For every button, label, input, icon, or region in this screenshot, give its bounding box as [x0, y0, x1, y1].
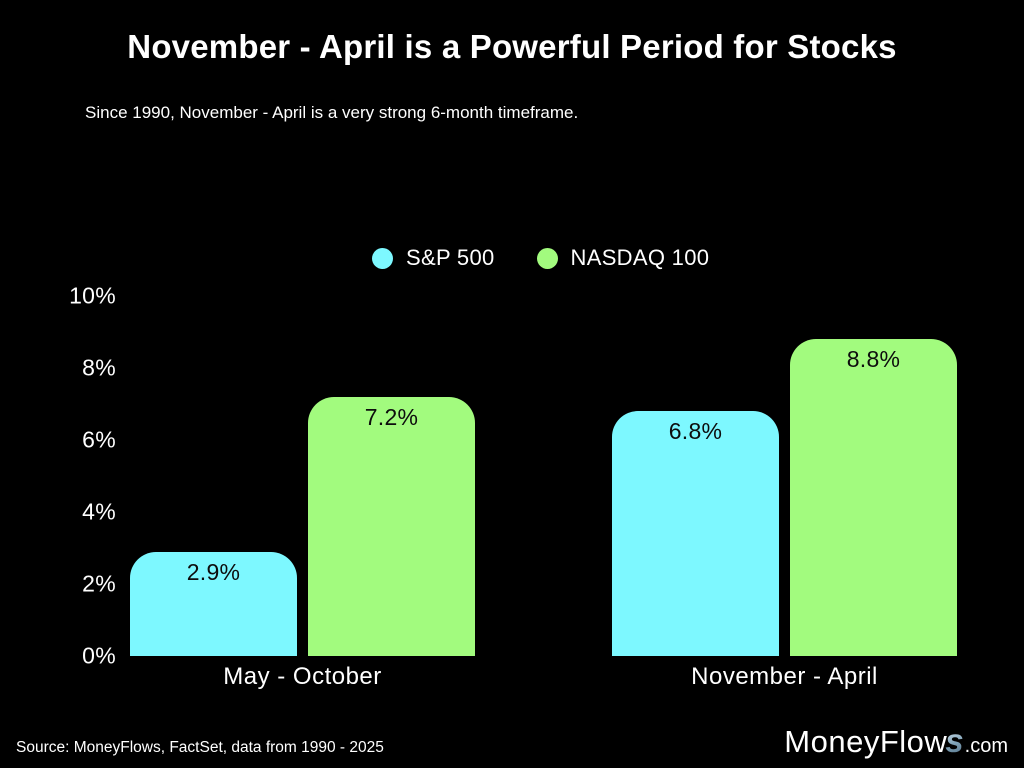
page-title: November - April is a Powerful Period fo…	[127, 28, 897, 65]
legend-item-nasdaq100: NASDAQ 100	[536, 245, 710, 271]
bar-value-label: 2.9%	[186, 558, 241, 585]
sp500-legend-dot-icon	[372, 247, 393, 269]
x-axis-group-label-may-october: May - October	[223, 663, 382, 690]
page-subtitle: Since 1990, November - April is a very s…	[85, 103, 579, 122]
moneyflows-logo: MoneyFlow s .com	[784, 722, 1008, 760]
legend-label: S&P 500	[406, 245, 495, 270]
bar-value-label: 8.8%	[846, 346, 901, 373]
y-axis-tick: 0%	[82, 642, 116, 669]
y-axis-tick: 2%	[82, 570, 116, 597]
bar-value-label: 7.2%	[364, 403, 419, 430]
y-axis-tick: 8%	[82, 354, 116, 381]
bar-s-p-500-may-october: 2.9%	[130, 551, 297, 656]
y-axis-tick: 4%	[82, 498, 116, 525]
nasdaq100-legend-dot-icon	[536, 247, 558, 269]
logo-domain-suffix: .com	[964, 735, 1008, 757]
logo-wordmark: MoneyFlow	[784, 724, 948, 759]
bar-nasdaq-100-november-april: 8.8%	[790, 339, 957, 656]
y-axis-tick: 6%	[82, 426, 116, 453]
source-note: Source: MoneyFlows, FactSet, data from 1…	[16, 739, 384, 756]
bar-nasdaq-100-may-october: 7.2%	[308, 396, 475, 656]
y-axis-tick: 10%	[69, 282, 116, 309]
logo-swoosh-s-icon: s	[945, 722, 964, 759]
legend-label: NASDAQ 100	[570, 245, 710, 270]
x-axis-group-label-november-april: November - April	[691, 663, 878, 690]
bar-value-label: 6.8%	[668, 418, 723, 445]
legend: S&P 500 NASDAQ 100	[372, 245, 709, 271]
legend-item-sp500: S&P 500	[372, 245, 495, 271]
bar-s-p-500-november-april: 6.8%	[612, 411, 779, 656]
